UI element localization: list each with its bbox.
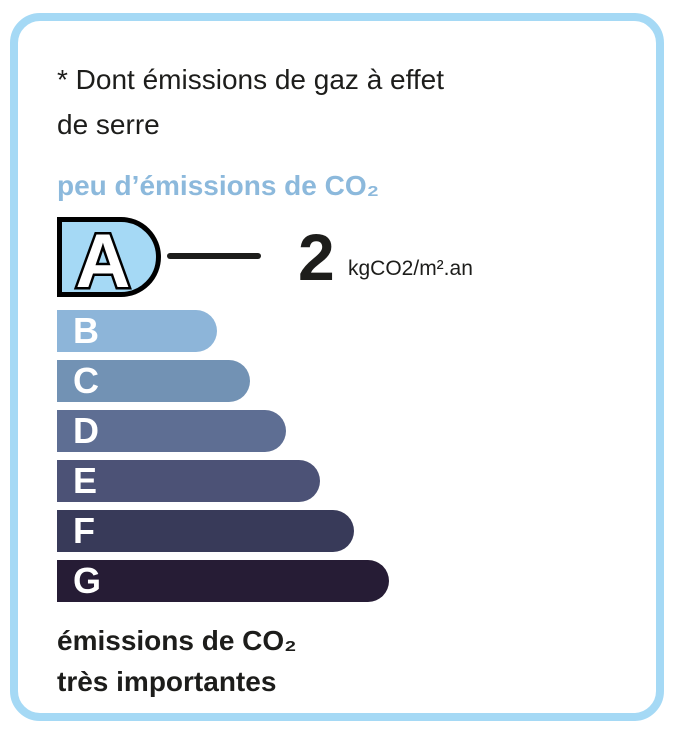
class-bar-f: F (57, 510, 354, 552)
scale-top-label: peu d’émissions de CO₂ (57, 170, 380, 201)
class-bar-letter-d: D (73, 410, 99, 451)
ges-note-line1: * Dont émissions de gaz à effet (57, 64, 445, 95)
selected-class-row: A 2 kgCO2/m².an (57, 217, 617, 297)
ges-note: * Dont émissions de gaz à effet de serre (57, 57, 444, 147)
class-bar-letter-g: G (73, 560, 102, 601)
class-a-letter: A (76, 219, 131, 297)
ges-value: 2 (298, 220, 335, 294)
ges-emissions-label-card: * Dont émissions de gaz à effet de serre … (10, 13, 664, 721)
class-bar-e: E (57, 460, 320, 502)
ges-note-line2: de serre (57, 109, 160, 140)
scale-bottom-label: émissions de CO₂ très importantes (57, 620, 297, 702)
scale-bottom-line1: émissions de CO₂ (57, 625, 297, 656)
class-bar-letter-c: C (73, 360, 99, 401)
class-a-marker-shape (57, 217, 161, 297)
scale-bottom-line2: très importantes (57, 666, 277, 697)
class-a-marker: A (57, 217, 161, 297)
class-bar-c: C (57, 360, 250, 402)
class-bar-d: D (57, 410, 286, 452)
ges-unit: kgCO2/m².an (348, 257, 473, 280)
class-bar-g: G (57, 560, 389, 602)
class-bar-letter-b: B (73, 310, 99, 351)
class-bar-b: B (57, 310, 217, 352)
class-bar-letter-e: E (73, 460, 98, 501)
pointer-line (167, 253, 261, 259)
class-bar-letter-f: F (73, 510, 95, 551)
